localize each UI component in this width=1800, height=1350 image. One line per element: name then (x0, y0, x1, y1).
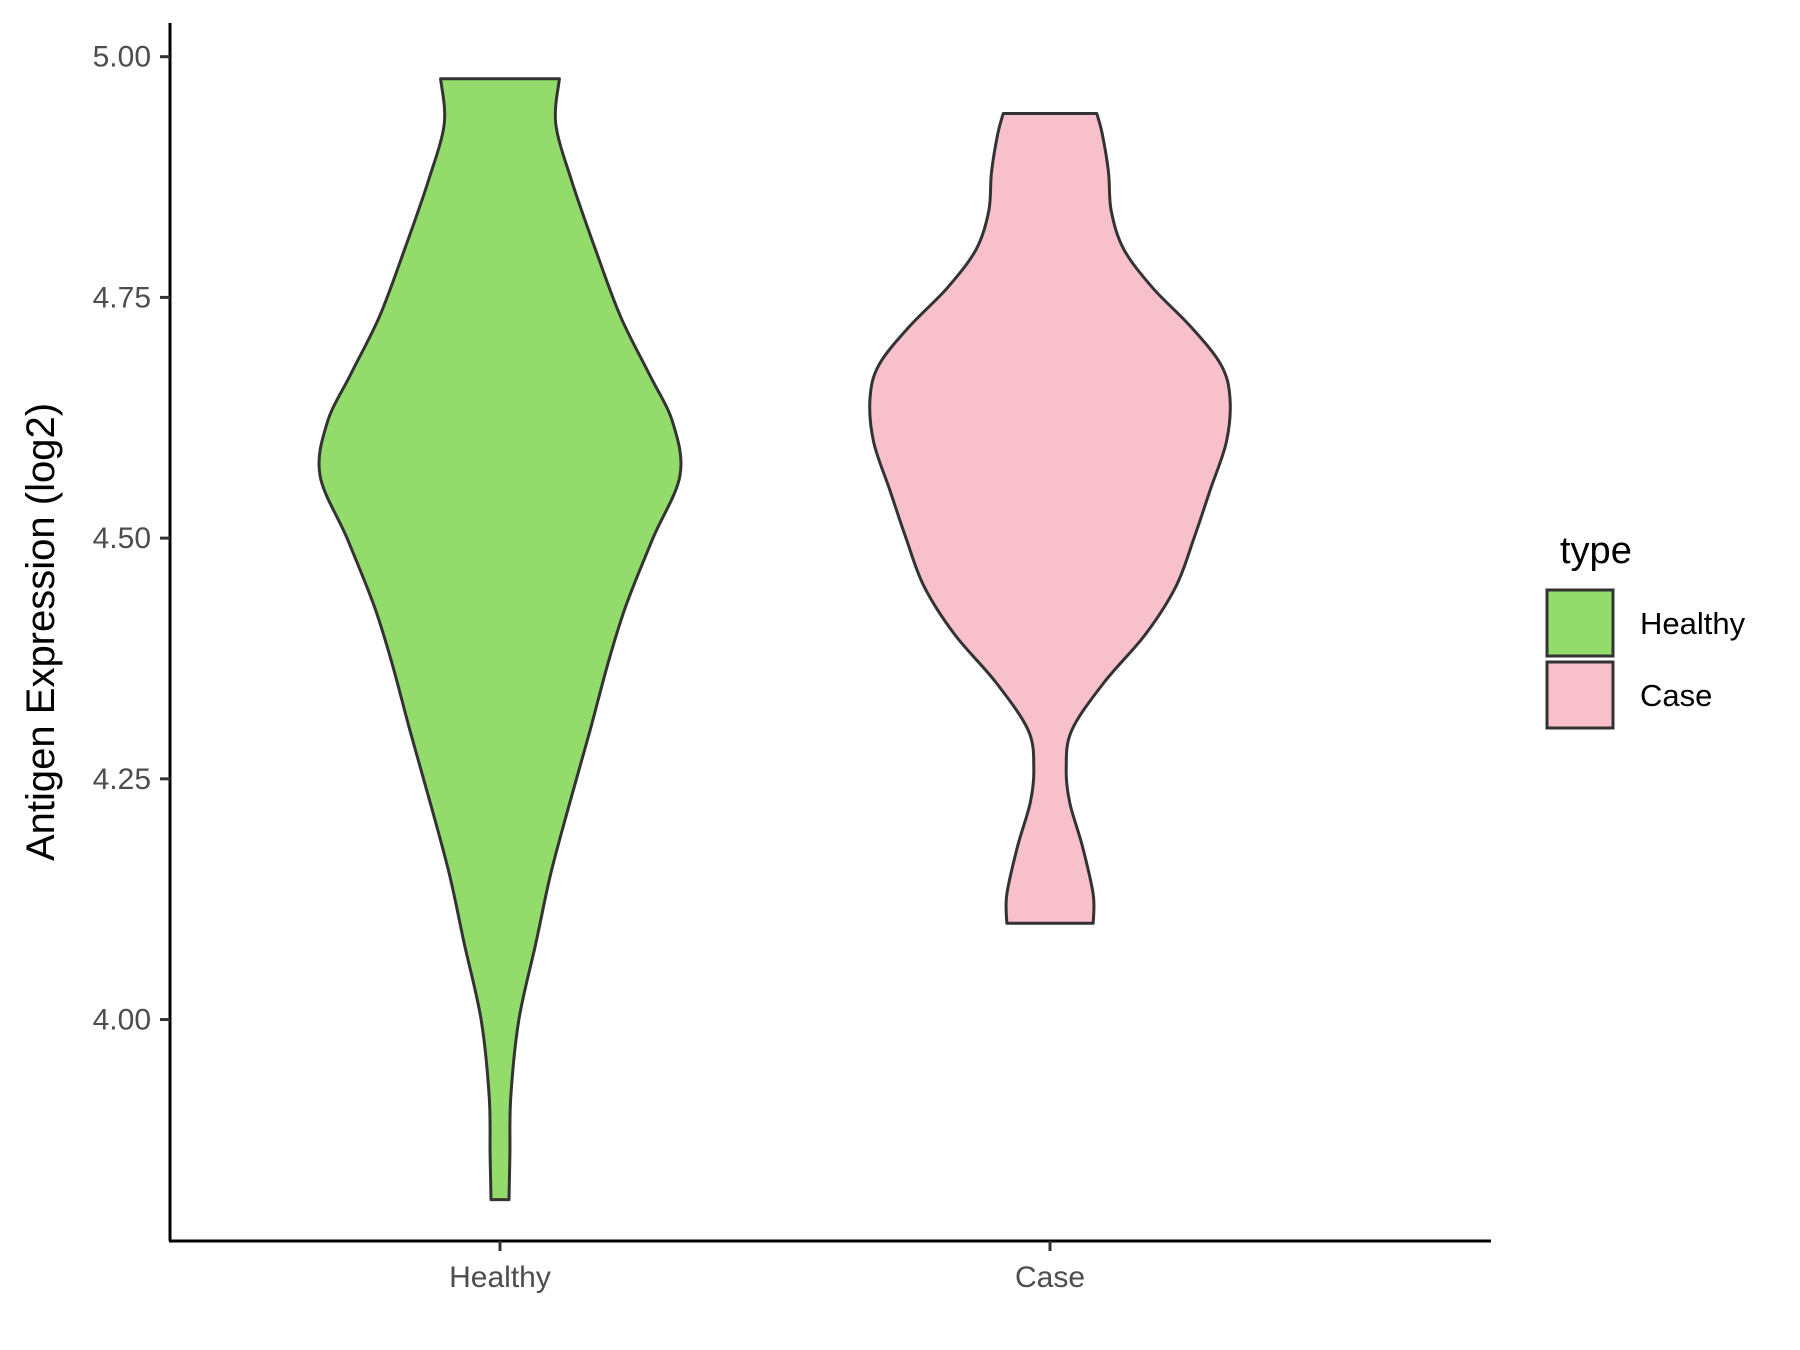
legend-swatch-healthy (1545, 588, 1615, 658)
violin-healthy (317, 77, 683, 1202)
y-tick-label: 4.00 (93, 1004, 151, 1037)
y-ticks: 4.00 4.25 4.50 4.75 5.00 (93, 41, 170, 1037)
x-ticks: Healthy Case (449, 1241, 1085, 1294)
y-tick-label: 5.00 (93, 41, 151, 74)
y-tick-label: 4.50 (93, 522, 151, 555)
y-tick-label: 4.75 (93, 281, 151, 314)
legend-swatch-case (1545, 660, 1615, 730)
x-tick-label: Healthy (449, 1261, 551, 1294)
legend-entries: Healthy Case (1545, 588, 1746, 730)
legend: type Healthy Case (1545, 530, 1746, 730)
y-tick-label: 4.25 (93, 763, 151, 796)
violins (317, 77, 1232, 1202)
legend-label-healthy: Healthy (1640, 606, 1746, 641)
legend-title: type (1560, 530, 1632, 572)
y-axis-title: Antigen Expression (log2) (19, 403, 63, 861)
legend-label-case: Case (1640, 678, 1712, 713)
violin-case (868, 112, 1232, 925)
axes: 4.00 4.25 4.50 4.75 5.00 Healthy Case (93, 23, 1491, 1294)
x-tick-label: Case (1015, 1261, 1085, 1294)
